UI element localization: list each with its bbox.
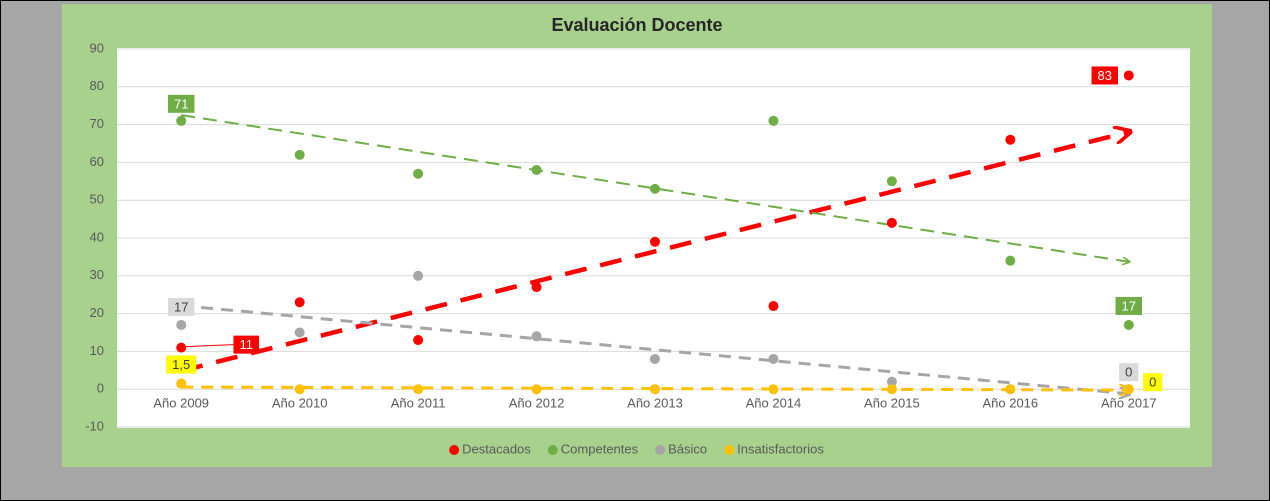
data-label-text: 17 [1122,298,1136,313]
data-label: 0 [1119,363,1139,382]
data-label: 11 [185,335,259,354]
point [768,115,779,126]
chart-title: Evaluación Docente [551,15,722,35]
x-tick-label: Año 2016 [982,396,1038,411]
data-label: 83 [1091,66,1119,85]
y-tick-label: -10 [85,418,104,433]
trendline [181,114,1129,262]
legend-marker [547,445,558,455]
point [886,176,897,187]
y-tick-label: 0 [97,381,104,396]
point [1123,319,1134,330]
point [650,183,660,194]
point [1005,255,1016,266]
point [294,297,305,308]
legend: Destacados Competentes Básico Insatisfactor… [449,441,824,456]
point [176,378,187,389]
point [1123,70,1134,81]
x-tick-label: Año 2011 [391,396,446,411]
trendline [181,387,1129,390]
data-label-box [167,94,195,113]
data-label: 1,5 [166,355,197,374]
y-tick-label: 20 [90,305,104,320]
x-tick-label: Año 2009 [153,396,209,411]
point [413,335,424,346]
data-label-text: 0 [1125,365,1132,380]
point [650,384,660,395]
data-label-box [1115,296,1143,315]
point [413,270,424,281]
data-label: 0 [1143,373,1163,392]
y-tick-label: 80 [90,78,104,93]
x-tick-label: Año 2012 [509,396,565,411]
point [176,342,187,353]
point [176,319,187,330]
data-label-box [167,297,195,316]
legend-marker [449,445,460,455]
point [176,115,187,126]
legend-label: Competentes [561,441,639,456]
point [294,327,305,338]
point [413,168,424,179]
y-tick-label: 90 [90,40,104,55]
data-label-text: 0 [1149,375,1156,390]
point [768,353,779,364]
data-label-box [233,335,259,354]
point [531,282,542,293]
point [768,384,779,395]
point [886,217,897,228]
x-tick-label: Año 2014 [746,396,802,411]
y-tick-label: 10 [90,343,104,358]
legend-label: Insatisfactorios [737,441,824,456]
y-tick-label: 60 [90,154,104,169]
legend-marker [724,445,735,455]
point [294,384,305,395]
data-label-text: 83 [1098,68,1112,83]
data-label-text: 1,5 [172,357,190,372]
point [1123,384,1134,395]
data-label-box [1119,363,1139,382]
data-label-text: 71 [174,96,188,111]
legend-label: Destacados [462,441,531,456]
point [768,301,779,312]
data-label: 17 [1115,296,1143,315]
data-label-box [1143,373,1163,392]
leader-line [185,344,234,348]
data-label: 17 [167,297,195,316]
data-label-box [1091,66,1119,85]
y-tick-label: 30 [90,267,104,282]
x-tick-label: Año 2017 [1101,396,1157,411]
point [886,376,897,387]
data-label: 71 [167,94,195,113]
legend-marker [655,445,666,455]
point [1005,384,1016,395]
legend-label: Básico [668,441,707,456]
point [531,164,542,175]
marks [176,70,1134,395]
data-label-text: 11 [239,337,253,352]
point [531,384,542,395]
y-tick-label: 70 [90,116,104,131]
point [1005,134,1016,145]
point [294,149,305,160]
point [531,331,542,342]
point [413,384,424,395]
point [886,384,897,395]
point [650,353,660,364]
trendlines [180,114,1129,394]
x-tick-label: Año 2010 [272,396,328,411]
trendline [180,132,1129,374]
x-tick-label: Año 2015 [864,396,920,411]
y-tick-label: 40 [90,229,104,244]
data-labels: 11 83 71 17 17 0 1,5 0 [166,66,1163,392]
y-tick-label: 50 [90,192,104,207]
x-tick-label: Año 2013 [627,396,683,411]
data-label-box [166,355,197,374]
data-label-text: 17 [174,299,188,314]
point [650,236,660,247]
